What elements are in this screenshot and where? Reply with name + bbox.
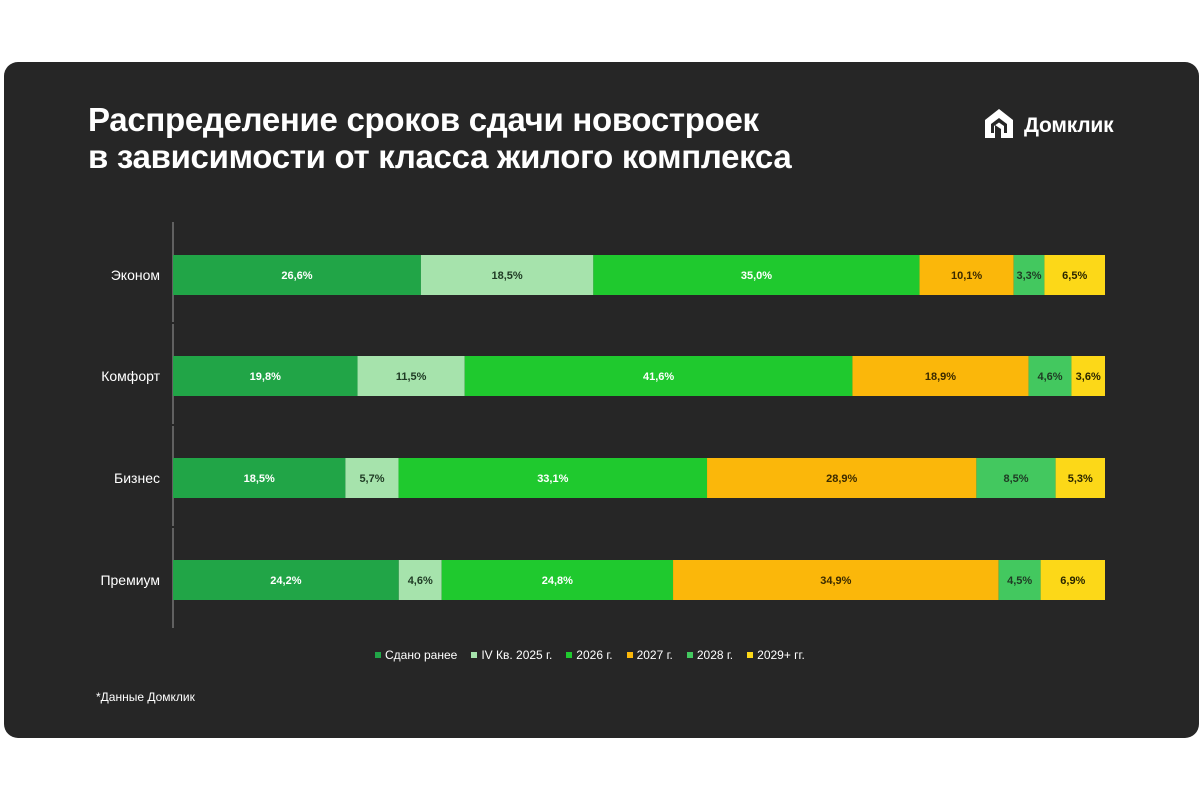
- bar-segment: [464, 356, 853, 396]
- bar-segment: [593, 255, 920, 295]
- bar-segment: [1013, 255, 1045, 295]
- chart-legend: Сдано ранее IV Кв. 2025 г. 2026 г. 2027 г. 2…: [375, 648, 805, 662]
- legend-swatch: [471, 652, 478, 658]
- bar-segment: [673, 560, 999, 600]
- bar-segment: [173, 458, 346, 498]
- bar-segment: [852, 356, 1029, 396]
- bar-segment: [1071, 356, 1105, 396]
- brand-logo: Домклик: [982, 107, 1114, 146]
- legend-item: 2028 г.: [686, 648, 734, 662]
- data-label: 24,8%: [542, 575, 573, 587]
- legend-item: IV Кв. 2025 г.: [471, 648, 552, 662]
- bar-segment: [420, 255, 594, 295]
- data-label: 18,5%: [492, 270, 523, 282]
- data-label: 10,1%: [951, 270, 982, 282]
- data-label: 24,2%: [270, 575, 301, 587]
- data-label: 18,9%: [925, 371, 956, 383]
- category-label: Эконом: [111, 267, 160, 283]
- legend-label: 2028 г.: [696, 648, 734, 662]
- data-label: 5,3%: [1068, 473, 1093, 485]
- legend-swatch: [626, 652, 633, 658]
- data-label: 18,5%: [244, 473, 275, 485]
- data-label: 33,1%: [537, 473, 568, 485]
- data-label: 19,8%: [250, 371, 281, 383]
- data-label: 8,5%: [1003, 473, 1028, 485]
- chart-title-line-2: в зависимости от класса жилого комплекса: [88, 138, 792, 175]
- bar-segment: [345, 458, 399, 498]
- category-label: Бизнес: [114, 470, 160, 486]
- category-label: Премиум: [100, 572, 160, 588]
- data-label: 4,6%: [408, 575, 433, 587]
- legend-swatch: [747, 652, 754, 658]
- legend-label: 2027 г.: [636, 648, 673, 662]
- legend-item: Сдано ранее: [375, 648, 457, 662]
- legend-swatch: [686, 652, 693, 658]
- data-label: 3,3%: [1017, 270, 1042, 282]
- bar-segment: [357, 356, 465, 396]
- data-label: 6,9%: [1060, 575, 1085, 587]
- bar-segment: [398, 458, 708, 498]
- data-label: 4,6%: [1037, 371, 1062, 383]
- data-label: 3,6%: [1076, 371, 1101, 383]
- data-label: 11,5%: [396, 371, 427, 383]
- legend-label: Сдано ранее: [385, 648, 458, 662]
- legend-swatch: [375, 652, 381, 658]
- bar-segment: [1044, 255, 1105, 295]
- bar-segment: [976, 458, 1056, 498]
- chart-title: Распределение сроков сдачи новостроек в …: [88, 101, 792, 175]
- source-footnote: *Данные Домклик: [96, 690, 195, 704]
- data-label: 6,5%: [1062, 270, 1087, 282]
- bar-segment: [173, 356, 358, 396]
- data-label: 4,5%: [1007, 575, 1032, 587]
- bar-segment: [707, 458, 977, 498]
- domclick-house-icon: [982, 107, 1016, 146]
- bar-segment: [1040, 560, 1105, 600]
- legend-item: 2026 г.: [566, 648, 613, 662]
- data-label: 5,7%: [359, 473, 384, 485]
- legend-label: 2029+ гг.: [757, 648, 805, 662]
- bar-segment: [998, 560, 1041, 600]
- bar-segment: [1055, 458, 1105, 498]
- chart-plot-area: 26,6% 18,5% 35,0% 10,1% 3,3% 6,5% Эконом 19,8% 1…: [100, 222, 1105, 628]
- bar-segment: [441, 560, 674, 600]
- legend-item: 2029+ гг.: [747, 648, 805, 662]
- bar-segment: [173, 560, 399, 600]
- bar-segment: [173, 255, 421, 295]
- legend-label: 2026 г.: [576, 648, 613, 662]
- data-label: 41,6%: [643, 371, 674, 383]
- category-label: Комфорт: [101, 368, 160, 384]
- chart-title-line-1: Распределение сроков сдачи новостроек: [88, 101, 759, 138]
- bar-segment: [398, 560, 442, 600]
- bar-segment: [1028, 356, 1072, 396]
- data-label: 34,9%: [820, 575, 851, 587]
- brand-name: Домклик: [1024, 114, 1114, 137]
- data-label: 35,0%: [741, 270, 772, 282]
- data-label: 28,9%: [826, 473, 857, 485]
- legend-swatch: [566, 652, 573, 658]
- chart-card: [4, 62, 1199, 738]
- legend-label: IV Кв. 2025 г.: [481, 648, 553, 662]
- data-label: 26,6%: [281, 270, 312, 282]
- legend-item: 2027 г.: [626, 648, 673, 662]
- bar-segment: [919, 255, 1014, 295]
